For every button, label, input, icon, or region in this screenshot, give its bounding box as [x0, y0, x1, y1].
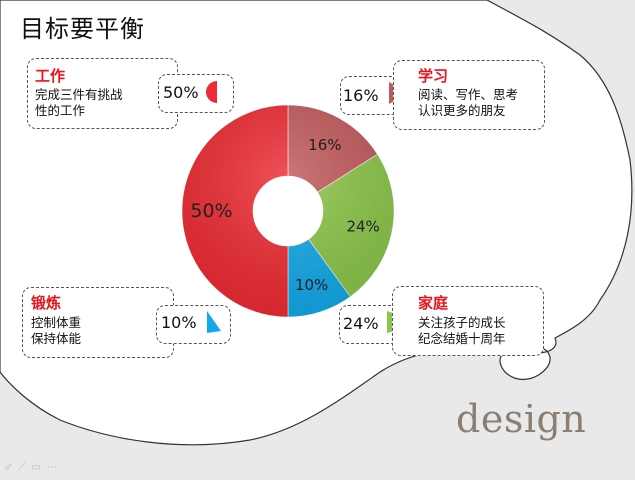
- exercise-desc: 控制体重 保持体能: [31, 315, 82, 346]
- slide-title: 目标要平衡: [20, 15, 145, 43]
- study-text-box: [393, 60, 545, 130]
- donut-label-1: 24%: [346, 217, 379, 235]
- exercise-percent: 10%: [161, 313, 197, 332]
- study-title: 学习: [418, 67, 449, 85]
- donut-chart: 16% 24% 10% 50%: [181, 104, 395, 318]
- work-text-box: [27, 58, 178, 129]
- family-title: 家庭: [418, 294, 449, 312]
- family-desc: 关注孩子的成长 纪念结婚十周年: [418, 315, 506, 346]
- family-text-box: [392, 286, 544, 356]
- donut-hole: [253, 176, 323, 246]
- work-percent: 50%: [163, 83, 199, 102]
- work-desc: 完成三件有挑战 性的工作: [35, 87, 123, 118]
- slideshow-toolbar[interactable]: ⬃⟋▭⋯: [4, 462, 63, 473]
- family-percent: 24%: [343, 314, 379, 333]
- work-title: 工作: [35, 67, 66, 85]
- exercise-title: 锻炼: [31, 294, 62, 312]
- study-desc: 阅读、写作、思考 认识更多的朋友: [418, 87, 519, 118]
- donut-label-2: 10%: [295, 276, 328, 294]
- design-watermark: design: [456, 397, 587, 441]
- donut-label-0: 16%: [308, 136, 341, 154]
- exercise-text-box: [22, 287, 174, 358]
- work-half-circle-icon: [206, 81, 217, 103]
- study-percent: 16%: [343, 86, 379, 105]
- donut-label-3: 50%: [190, 200, 232, 222]
